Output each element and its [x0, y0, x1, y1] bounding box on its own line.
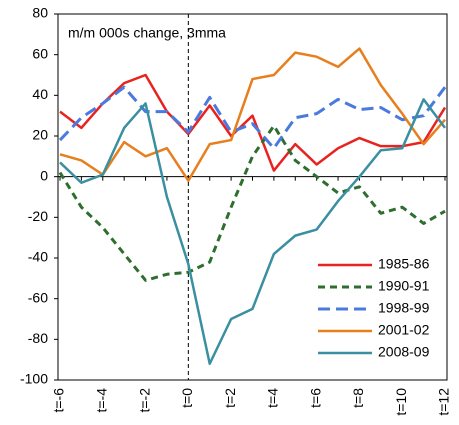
legend-label: 2001-02 [378, 322, 430, 338]
y-tick-label: -20 [28, 208, 48, 224]
legend-label: 1990-91 [378, 278, 430, 294]
y-tick-label: 60 [32, 45, 48, 61]
legend-label: 1998-99 [378, 300, 430, 316]
x-tick-label: t=-4 [93, 388, 109, 413]
y-tick-label: 0 [40, 167, 48, 183]
line-series [59, 47, 446, 182]
y-tick-label: -40 [28, 249, 48, 265]
line-series [59, 98, 446, 365]
y-tick-label: -60 [28, 289, 48, 305]
legend-label: 2008-09 [378, 344, 430, 360]
legend-label: 1985-86 [378, 256, 430, 272]
y-tick-label: -80 [28, 330, 48, 346]
x-tick-label: t=0 [179, 388, 195, 408]
y-tick-label: -100 [20, 371, 48, 387]
x-tick-label: t=12 [436, 388, 452, 416]
x-tick-label: t=2 [222, 388, 238, 408]
y-tick-label: 20 [32, 127, 48, 143]
x-tick-label: t=-2 [136, 388, 152, 413]
line-series [59, 73, 447, 172]
x-tick-label: t=-6 [51, 388, 67, 413]
x-tick-label: t=4 [265, 388, 281, 408]
plot-frame [57, 13, 448, 381]
x-tick-label: t=10 [393, 388, 409, 416]
y-tick-label: 40 [32, 86, 48, 102]
x-tick-label: t=6 [307, 388, 323, 408]
line-series [58, 124, 446, 282]
y-tick-label: 80 [32, 5, 48, 21]
annotation: m/m 000s change, 3mma [68, 25, 226, 41]
line-series [58, 85, 447, 150]
x-tick-label: t=8 [350, 388, 366, 408]
